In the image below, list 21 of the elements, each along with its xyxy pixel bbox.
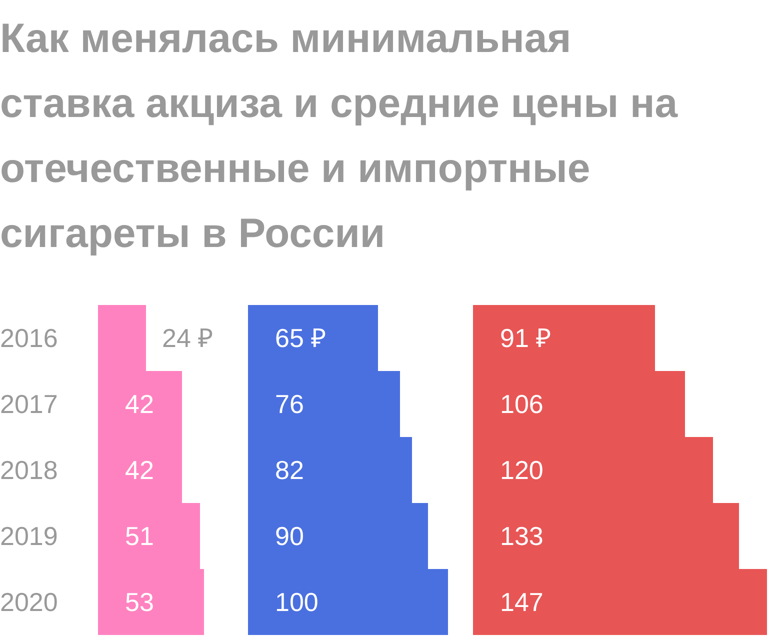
data-label: 82 [275,455,304,485]
data-label: 100 [275,587,318,617]
y-tick-label: 2016 [0,323,58,353]
data-label: 76 [275,389,304,419]
text: Как менялась минимальная ставка акциза и средние цены на отечественные и импортные сигареты в России [0,14,679,258]
data-label: 90 [275,521,304,551]
data-label: 120 [500,455,544,485]
data-label: 42 [125,389,154,419]
data-label: 65 ₽ [275,323,326,353]
y-tick-label: 2020 [0,587,58,617]
y-tick-label: 2017 [0,389,58,419]
data-label: 42 [125,455,154,485]
data-label: 147 [500,587,544,617]
data-label: 51 [125,521,154,551]
data-label: 133 [500,521,544,551]
data-label: 53 [125,587,154,617]
data-label: 91 ₽ [500,323,552,353]
y-tick-label: 2019 [0,521,58,551]
data-label: 106 [500,389,544,419]
data-label: 24 ₽ [162,323,214,353]
y-tick-label: 2018 [0,455,58,485]
